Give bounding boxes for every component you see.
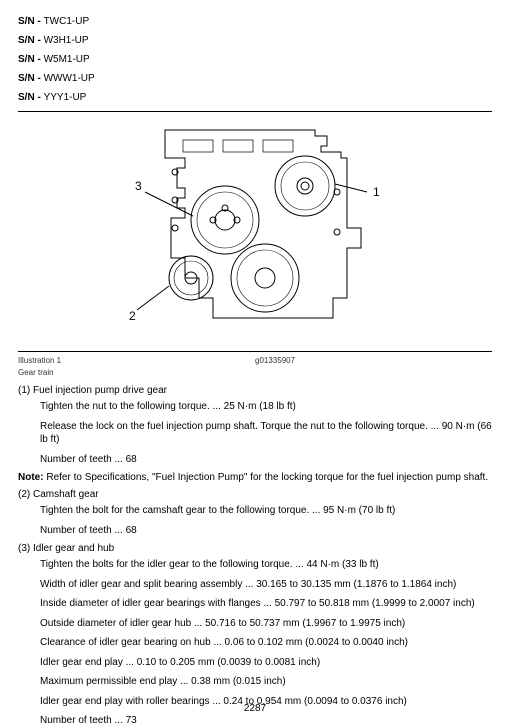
note-text: Refer to Specifications, "Fuel Injection… xyxy=(44,472,489,483)
spec-line: Number of teeth ... 68 xyxy=(40,453,492,467)
spec-line: Clearance of idler gear bearing on hub .… xyxy=(40,636,492,650)
spec-line: Tighten the bolts for the idler gear to … xyxy=(40,558,492,572)
serial-value: TWC1-UP xyxy=(44,16,90,27)
note-prefix: Note: xyxy=(18,472,44,483)
section-3-title: (3) Idler gear and hub xyxy=(18,543,492,554)
callout-1: 1 xyxy=(373,185,380,199)
serial-line: S/N - W3H1-UP xyxy=(18,35,492,46)
spec-line: Outside diameter of idler gear hub ... 5… xyxy=(40,617,492,631)
spec-line: Release the lock on the fuel injection p… xyxy=(40,420,492,447)
spec-line: Tighten the nut to the following torque.… xyxy=(40,400,492,414)
spec-line: Idler gear end play ... 0.10 to 0.205 mm… xyxy=(40,656,492,670)
spec-line: Number of teeth ... 68 xyxy=(40,524,492,538)
note: Note: Refer to Specifications, "Fuel Inj… xyxy=(18,472,492,483)
illustration: 1 2 3 xyxy=(18,122,492,345)
rule xyxy=(18,111,492,112)
serial-value: W5M1-UP xyxy=(44,54,90,65)
serial-value: YYY1-UP xyxy=(44,92,87,103)
callout-2: 2 xyxy=(129,309,136,323)
illustration-caption-row: Illustration 1 g01335907 xyxy=(18,356,492,365)
serial-label: S/N - xyxy=(18,54,44,65)
spec-line: Number of teeth ... 73 xyxy=(40,714,492,728)
spec-line: Tighten the bolt for the camshaft gear t… xyxy=(40,504,492,518)
section-1-title: (1) Fuel injection pump drive gear xyxy=(18,385,492,396)
serial-value: WWW1-UP xyxy=(44,73,95,84)
spec-line: Width of idler gear and split bearing as… xyxy=(40,578,492,592)
serial-label: S/N - xyxy=(18,92,44,103)
serial-label: S/N - xyxy=(18,16,44,27)
illustration-caption: Gear train xyxy=(18,368,492,377)
serial-label: S/N - xyxy=(18,35,44,46)
serial-line: S/N - YYY1-UP xyxy=(18,92,492,103)
serial-line: S/N - WWW1-UP xyxy=(18,73,492,84)
page-number: 2287 xyxy=(0,703,510,714)
illustration-code: g01335907 xyxy=(255,356,492,365)
rule xyxy=(18,351,492,352)
spec-line: Maximum permissible end play ... 0.38 mm… xyxy=(40,675,492,689)
spec-line: Inside diameter of idler gear bearings w… xyxy=(40,597,492,611)
gear-train-diagram: 1 2 3 xyxy=(105,122,405,342)
serial-label: S/N - xyxy=(18,73,44,84)
serial-value: W3H1-UP xyxy=(44,35,89,46)
serial-line: S/N - W5M1-UP xyxy=(18,54,492,65)
section-2-title: (2) Camshaft gear xyxy=(18,489,492,500)
serial-line: S/N - TWC1-UP xyxy=(18,16,492,27)
callout-3: 3 xyxy=(135,179,142,193)
illustration-label: Illustration 1 xyxy=(18,356,255,365)
